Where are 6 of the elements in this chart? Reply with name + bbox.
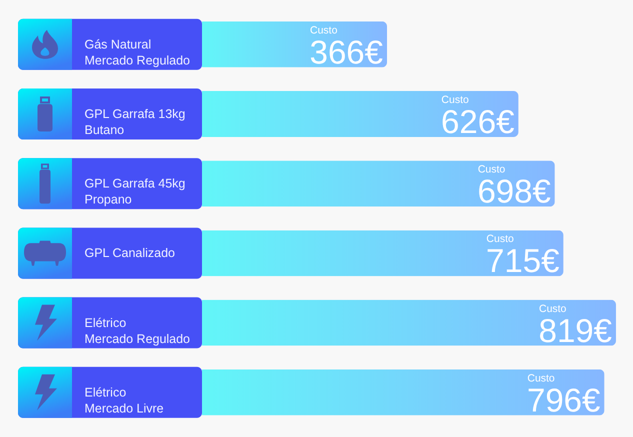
y-tick-label: Elétrico Mercado Regulado [84,316,190,346]
y-tick-label: Elétrico Mercado Livre [84,385,164,416]
y-tick-label: GPL Garrafa 13kg Butano [84,106,186,137]
y-tick-label: GPL Canalizado [84,246,176,260]
y-tick-label: Gás Natural Mercado Regulado [84,37,190,68]
y-tick-label: GPL Garrafa 45kg Propano [84,176,186,207]
